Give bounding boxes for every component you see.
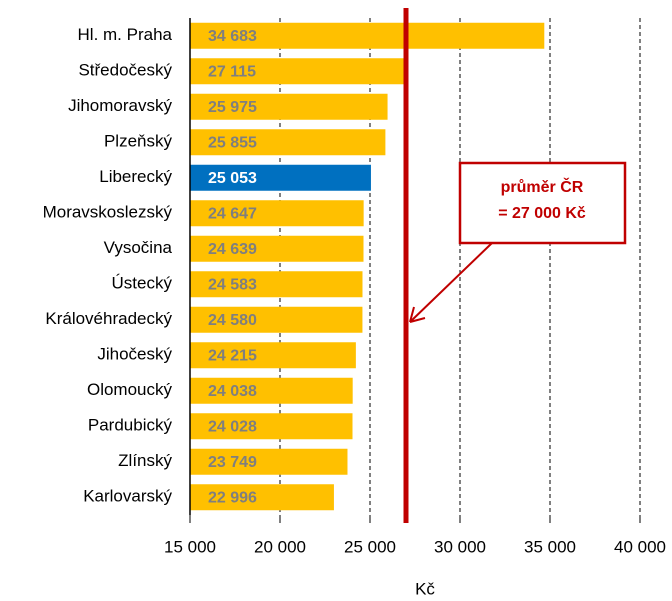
value-label: 24 647 bbox=[208, 205, 257, 222]
value-label: 24 038 bbox=[208, 383, 257, 400]
annotation-text: průměr ČR bbox=[501, 177, 584, 196]
x-tick-label: 35 000 bbox=[524, 537, 576, 556]
category-label: Moravskoslezský bbox=[43, 203, 173, 222]
x-tick-label: 30 000 bbox=[434, 537, 486, 556]
value-label: 25 855 bbox=[208, 134, 257, 151]
category-label: Jihomoravský bbox=[68, 96, 172, 115]
bar bbox=[190, 235, 364, 262]
bar bbox=[190, 448, 348, 475]
bar bbox=[190, 484, 334, 511]
x-tick-label: 40 000 bbox=[614, 537, 666, 556]
value-label: 22 996 bbox=[208, 489, 257, 506]
value-label: 24 639 bbox=[208, 241, 257, 258]
x-tick-label: 20 000 bbox=[254, 537, 306, 556]
value-label: 25 053 bbox=[208, 170, 257, 187]
value-label: 24 215 bbox=[208, 347, 257, 364]
category-label: Karlovarský bbox=[83, 487, 172, 506]
category-label: Liberecký bbox=[99, 167, 172, 186]
bar bbox=[190, 129, 386, 156]
category-label: Vysočina bbox=[104, 238, 173, 257]
value-label: 27 115 bbox=[208, 63, 256, 80]
category-label: Zlínský bbox=[118, 451, 172, 470]
category-label: Středočeský bbox=[78, 61, 172, 80]
bar bbox=[190, 306, 363, 333]
category-label: Královéhradecký bbox=[45, 309, 172, 328]
x-tick-label: 15 000 bbox=[164, 537, 216, 556]
bar bbox=[190, 93, 388, 120]
x-axis-label: Kč bbox=[415, 579, 435, 598]
value-label: 24 580 bbox=[208, 312, 257, 329]
category-label: Jihočeský bbox=[97, 345, 172, 364]
value-label: 24 028 bbox=[208, 418, 257, 435]
value-label: 25 975 bbox=[208, 99, 257, 116]
value-label: 23 749 bbox=[208, 454, 257, 471]
annotation-text: = 27 000 Kč bbox=[498, 205, 586, 222]
bar bbox=[190, 200, 364, 227]
bar bbox=[190, 413, 353, 440]
value-label: 34 683 bbox=[208, 28, 257, 45]
category-label: Olomoucký bbox=[87, 380, 173, 399]
bar bbox=[190, 271, 363, 298]
category-label: Pardubický bbox=[88, 416, 173, 435]
value-label: 24 583 bbox=[208, 276, 257, 293]
bar bbox=[190, 342, 356, 369]
category-label: Plzeňský bbox=[104, 132, 173, 151]
arrow-head bbox=[409, 306, 426, 323]
annotation-box bbox=[458, 161, 627, 245]
category-label: Ústecký bbox=[112, 274, 173, 293]
bar bbox=[190, 58, 409, 85]
x-tick-label: 25 000 bbox=[344, 537, 396, 556]
category-label: Hl. m. Praha bbox=[78, 25, 173, 44]
bar bbox=[190, 22, 545, 49]
annotation-arrow bbox=[409, 242, 493, 323]
bar bbox=[190, 164, 371, 191]
bar bbox=[190, 377, 353, 404]
